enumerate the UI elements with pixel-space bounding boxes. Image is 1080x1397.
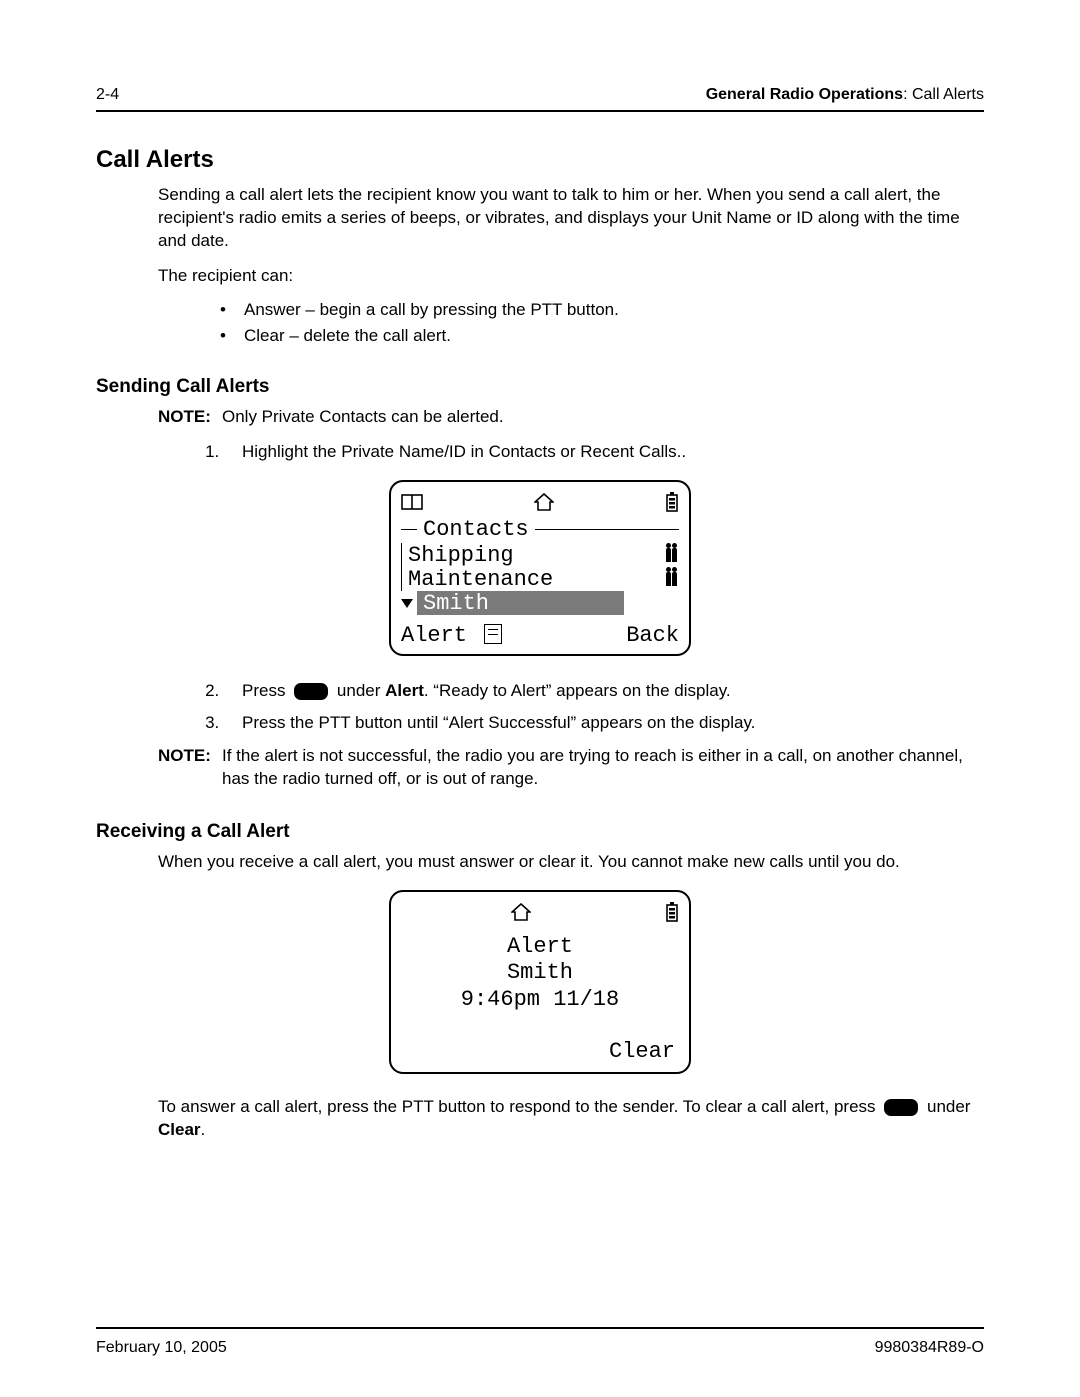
sending-note1: NOTE: Only Private Contacts can be alert… (158, 406, 984, 429)
receiving-p2-post: . (201, 1120, 206, 1139)
page-number: 2-4 (96, 86, 119, 104)
page-header: 2-4 General Radio Operations: Call Alert… (96, 86, 984, 112)
softkey-icon (884, 1099, 918, 1116)
contacts-label: Contacts (417, 518, 535, 541)
footer-docid: 9980384R89-O (875, 1339, 984, 1357)
recipient-options: Answer – begin a call by pressing the PT… (158, 300, 984, 346)
breadcrumb-rest: : Call Alerts (903, 86, 984, 103)
footer-date: February 10, 2005 (96, 1339, 227, 1357)
receiving-heading: Receiving a Call Alert (96, 821, 984, 843)
lcd-status-bar (391, 482, 689, 518)
breadcrumb: General Radio Operations: Call Alerts (706, 86, 984, 104)
contacts-divider: Contacts (401, 518, 679, 541)
receiving-block: When you receive a call alert, you must … (158, 851, 984, 874)
contact-row-3-selected: Smith (401, 591, 679, 615)
lcd-alert-figure: Alert Smith 9:46pm 11/18 Clear (389, 890, 691, 1074)
alert-softkey-right: Clear (609, 1039, 675, 1064)
contact-selected: Smith (417, 591, 624, 615)
sending-note2: NOTE: If the alert is not successful, th… (158, 745, 984, 791)
contact-name-3: Smith (423, 592, 489, 615)
note-label: NOTE: (158, 406, 222, 429)
receiving-p1: When you receive a call alert, you must … (158, 851, 984, 874)
page-container: 2-4 General Radio Operations: Call Alert… (0, 0, 1080, 1397)
intro-block: Sending a call alert lets the recipient … (158, 184, 984, 288)
step2-bold: Alert (385, 681, 424, 700)
sending-steps-cont: Press under Alert. “Ready to Alert” appe… (158, 678, 984, 735)
contact-name-1: Shipping (408, 544, 514, 567)
section-title: Call Alerts (96, 146, 984, 174)
lcd-alert-softkey: Clear (391, 1035, 689, 1072)
note2-text: If the alert is not successful, the radi… (222, 745, 984, 791)
sending-heading: Sending Call Alerts (96, 376, 984, 398)
receiving-p2-mid: under (922, 1097, 970, 1116)
battery-icon (665, 492, 679, 512)
bullet-clear: Clear – delete the call alert. (220, 326, 984, 346)
sending-step2: Press under Alert. “Ready to Alert” appe… (224, 678, 984, 704)
home-icon (511, 903, 531, 921)
bullet-answer: Answer – begin a call by pressing the PT… (220, 300, 984, 320)
page-footer: February 10, 2005 9980384R89-O (96, 1327, 984, 1357)
sending-step1: Highlight the Private Name/ID in Contact… (224, 439, 984, 465)
lcd-alert-status (391, 892, 689, 928)
receiving-p2-bold: Clear (158, 1120, 201, 1139)
softkey-left-label: Alert (401, 623, 467, 648)
step2-post: . “Ready to Alert” appears on the displa… (424, 681, 731, 700)
intro-p2: The recipient can: (158, 265, 984, 288)
receiving-p2: To answer a call alert, press the PTT bu… (158, 1096, 984, 1142)
step2-mid: under (332, 681, 385, 700)
list-icon (484, 624, 502, 644)
lcd-softkey-row: Alert Back (391, 619, 689, 654)
alert-line3: 9:46pm 11/18 (391, 987, 689, 1013)
contact-name-2: Maintenance (408, 568, 553, 591)
alert-line1: Alert (391, 934, 689, 960)
book-icon (401, 493, 423, 511)
note-text: Only Private Contacts can be alerted. (222, 406, 984, 429)
sending-step3: Press the PTT button until “Alert Succes… (224, 710, 984, 736)
softkey-left: Alert (401, 623, 502, 648)
sending-steps: Highlight the Private Name/ID in Contact… (158, 439, 984, 465)
note2-label: NOTE: (158, 745, 222, 791)
chevron-down-icon (401, 599, 413, 608)
group-icon (666, 572, 677, 586)
intro-p1: Sending a call alert lets the recipient … (158, 184, 984, 253)
contact-row-2: Maintenance (401, 567, 679, 591)
step2-pre: Press (242, 681, 290, 700)
lcd-alert-body: Alert Smith 9:46pm 11/18 (391, 928, 689, 1035)
group-icon (666, 548, 677, 562)
battery-icon (665, 902, 679, 922)
breadcrumb-bold: General Radio Operations (706, 86, 903, 103)
home-icon (534, 493, 554, 511)
lcd-contacts-figure: Contacts Shipping Maintenance Smith Aler… (389, 480, 691, 656)
softkey-icon (294, 683, 328, 700)
lcd-body: Contacts Shipping Maintenance Smith (391, 518, 689, 619)
contact-row-1: Shipping (401, 543, 679, 567)
softkey-right-label: Back (626, 623, 679, 648)
alert-line2: Smith (391, 960, 689, 986)
receiving-p2-pre: To answer a call alert, press the PTT bu… (158, 1097, 880, 1116)
